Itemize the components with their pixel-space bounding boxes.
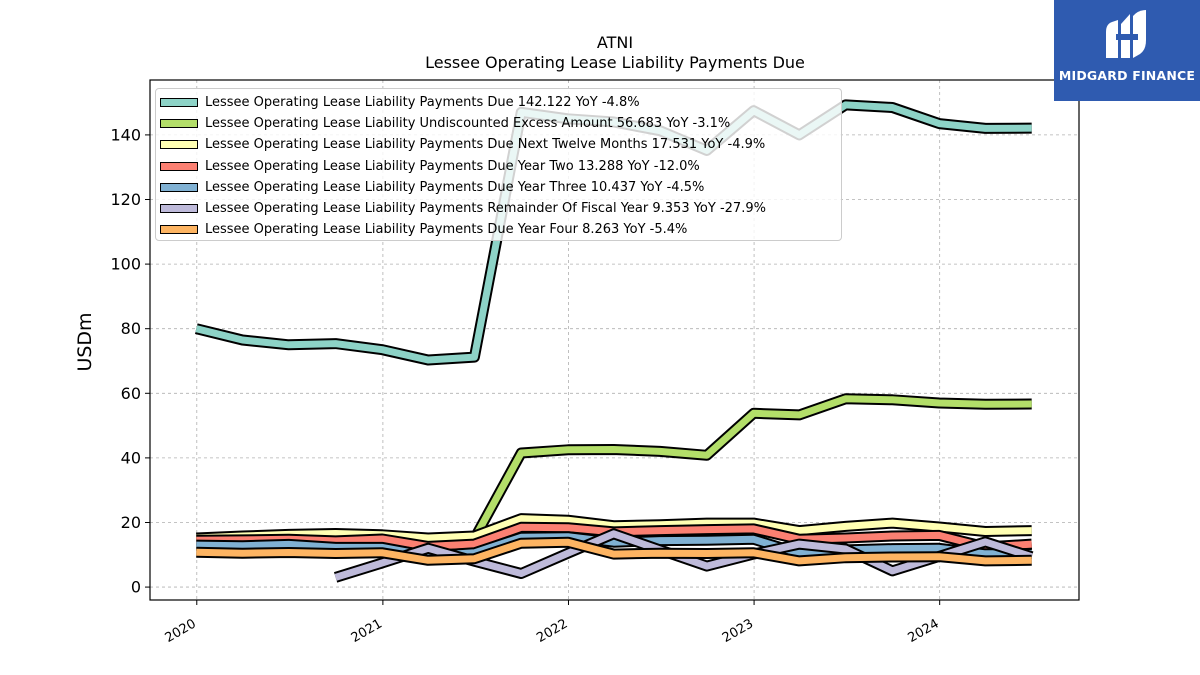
legend-swatch (160, 204, 198, 214)
y-tick-label: 140 (110, 125, 141, 144)
x-tick-label: 2020 (163, 616, 199, 646)
x-axis: 2020 2021 2022 2023 2024 (163, 600, 942, 646)
legend-label: Lessee Operating Lease Liability Undisco… (205, 116, 731, 132)
chart-subtitle: Lessee Operating Lease Liability Payment… (425, 53, 805, 72)
chart-legend: Lessee Operating Lease Liability Payment… (155, 88, 842, 241)
y-tick-label: 120 (110, 190, 141, 209)
brand-logo: MIDGARD FINANCE (1054, 0, 1200, 101)
legend-item: Lessee Operating Lease Liability Payment… (160, 156, 841, 177)
legend-swatch (160, 161, 198, 171)
legend-item: Lessee Operating Lease Liability Payment… (160, 134, 841, 155)
chart-title: ATNI (596, 33, 634, 52)
legend-label: Lessee Operating Lease Liability Payment… (205, 137, 766, 153)
legend-swatch (160, 98, 198, 108)
midgard-logo-icon (1106, 10, 1146, 58)
y-tick-label: 80 (121, 319, 141, 338)
legend-item: Lessee Operating Lease Liability Payment… (160, 177, 841, 198)
x-tick-label: 2024 (906, 616, 942, 646)
legend-label: Lessee Operating Lease Liability Payment… (205, 201, 766, 217)
legend-item: Lessee Operating Lease Liability Payment… (160, 219, 841, 240)
legend-label: Lessee Operating Lease Liability Payment… (205, 179, 705, 195)
legend-label: Lessee Operating Lease Liability Payment… (205, 95, 640, 111)
x-tick-label: 2021 (349, 616, 385, 646)
brand-name: MIDGARD FINANCE (1058, 68, 1196, 83)
y-tick-label: 100 (110, 255, 141, 274)
y-tick-label: 0 (131, 578, 141, 597)
legend-swatch (160, 140, 198, 150)
series-line (196, 533, 1032, 560)
y-tick-label: 20 (121, 513, 141, 532)
y-axis: 0 20 40 60 80 100 120 140 (110, 125, 150, 597)
legend-swatch (160, 119, 198, 129)
plot-frame (149, 79, 1080, 601)
x-tick-label: 2022 (534, 616, 570, 646)
series-lines (194, 99, 1034, 583)
series-line (196, 538, 1032, 565)
series-line (196, 515, 1032, 542)
y-tick-label: 40 (121, 448, 141, 467)
y-axis-label: USDm (74, 312, 96, 371)
x-tick-label: 2023 (720, 616, 756, 646)
legend-label: Lessee Operating Lease Liability Payment… (205, 158, 700, 174)
legend-label: Lessee Operating Lease Liability Payment… (205, 222, 688, 238)
legend-item: Lessee Operating Lease Liability Payment… (160, 92, 841, 113)
legend-swatch (160, 182, 198, 192)
series-line (471, 395, 1032, 541)
legend-swatch (160, 225, 198, 235)
y-tick-label: 60 (121, 384, 141, 403)
legend-item: Lessee Operating Lease Liability Undisco… (160, 113, 841, 134)
legend-item: Lessee Operating Lease Liability Payment… (160, 198, 841, 219)
